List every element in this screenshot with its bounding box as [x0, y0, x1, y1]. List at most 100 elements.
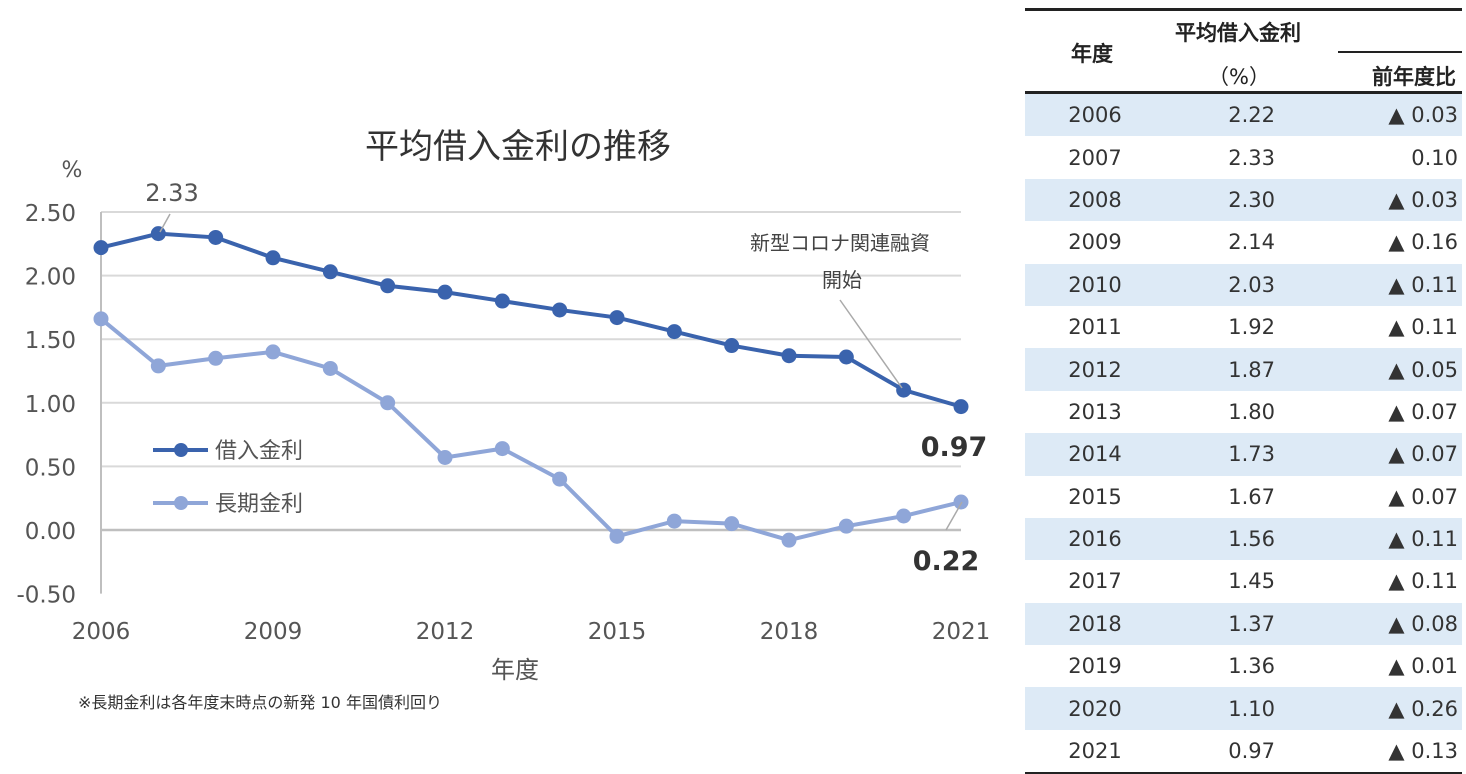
data-point-0-2012: [437, 284, 453, 300]
data-point-0-2008: [208, 229, 224, 245]
cell-year: 2019: [1068, 654, 1122, 679]
cell-year: 2017: [1068, 569, 1122, 594]
data-point-1-2006: [93, 311, 109, 327]
data-point-0-2009: [265, 250, 281, 266]
cell-rate: 1.45: [1228, 569, 1275, 594]
cell-year: 2011: [1068, 315, 1122, 340]
legend-label-long: 長期金利: [215, 492, 303, 517]
cell-rate: 2.14: [1228, 230, 1275, 255]
annotation-covid-leader: [839, 299, 903, 389]
cell-diff: ▲ 0.13: [1388, 739, 1458, 764]
table-row: 2017 1.45 ▲ 0.11: [1025, 560, 1462, 602]
cell-diff: ▲ 0.03: [1388, 187, 1458, 212]
x-tick-label: 2009: [244, 619, 303, 645]
data-point-1-2020: [896, 508, 912, 524]
cell-diff: ▲ 0.07: [1388, 442, 1458, 467]
cell-diff: ▲ 0.26: [1388, 696, 1458, 721]
cell-diff: ▲ 0.07: [1388, 484, 1458, 509]
cell-rate: 0.97: [1228, 739, 1275, 764]
data-point-1-2017: [724, 516, 740, 532]
data-point-1-2010: [322, 360, 338, 376]
x-tick-label: 2012: [416, 619, 475, 645]
cell-year: 2012: [1068, 357, 1122, 382]
table-row: 2015 1.67 ▲ 0.07: [1025, 476, 1462, 518]
cell-rate: 1.56: [1228, 527, 1275, 552]
cell-diff: ▲ 0.08: [1388, 611, 1458, 636]
annotation-peak: 2.33: [145, 179, 198, 207]
data-point-0-2011: [380, 278, 396, 294]
cell-year: 2021: [1068, 739, 1122, 764]
table-row: 2018 1.37 ▲ 0.08: [1025, 602, 1462, 646]
x-tick-label: 2018: [760, 619, 819, 645]
x-tick-label: 2021: [932, 619, 991, 645]
table-bottom-rule: [1025, 772, 1462, 774]
cell-diff: 0.10: [1411, 145, 1458, 170]
data-point-0-2015: [609, 310, 625, 326]
table-row: 2007 2.33 0.10: [1025, 136, 1462, 178]
cell-diff: ▲ 0.11: [1388, 315, 1458, 340]
header-diff: 前年度比: [1372, 65, 1456, 89]
table-row: 2012 1.87 ▲ 0.05: [1025, 348, 1462, 391]
interest-rate-chart: 平均借入金利の推移 % 2.50 2.00 1.50 1.00 0.50 0.00 -0.5…: [16, 127, 991, 712]
data-point-0-2013: [494, 293, 510, 309]
data-point-0-2017: [724, 338, 740, 354]
x-tick-label: 2015: [588, 619, 647, 645]
y-tick-label: 1.50: [25, 328, 76, 354]
header-year: 年度: [1071, 42, 1113, 66]
header-unit: （%）: [1208, 65, 1270, 89]
cell-rate: 1.67: [1228, 484, 1275, 509]
x-tick-label: 2006: [72, 619, 131, 645]
y-tick-label: 2.50: [25, 201, 76, 227]
data-point-0-2016: [666, 324, 682, 340]
cell-year: 2016: [1068, 527, 1122, 552]
data-point-0-2010: [322, 264, 338, 280]
legend-label-borrow: 借入金利: [215, 439, 303, 464]
table-header: 年度 平均借入金利 （%） 前年度比: [1025, 8, 1462, 94]
data-point-0-2020: [896, 382, 912, 398]
data-point-1-2013: [494, 441, 510, 457]
table-row: 2019 1.36 ▲ 0.01: [1025, 645, 1462, 687]
cell-rate: 1.87: [1228, 357, 1275, 382]
table-row: 2013 1.80 ▲ 0.07: [1025, 391, 1462, 433]
annotation-end-long-leader: [945, 501, 963, 531]
data-point-1-2021: [953, 494, 969, 510]
data-point-1-2009: [265, 344, 281, 360]
data-point-1-2012: [437, 449, 453, 465]
header-divider: [1338, 51, 1462, 53]
annotation-end-borrow: 0.97: [921, 432, 988, 463]
cell-rate: 2.30: [1228, 187, 1275, 212]
series-line-0: [100, 231, 962, 409]
cell-year: 2006: [1068, 103, 1122, 128]
table-row: 2020 1.10 ▲ 0.26: [1025, 687, 1462, 730]
cell-rate: 1.37: [1228, 611, 1275, 636]
legend-marker-borrow: [174, 443, 188, 457]
x-axis-label: 年度: [491, 656, 539, 684]
cell-rate: 1.73: [1228, 442, 1275, 467]
y-axis-label: %: [62, 158, 83, 183]
annotation-end-long: 0.22: [913, 546, 980, 577]
chart-title: 平均借入金利の推移: [365, 127, 671, 167]
table-row: 2014 1.73 ▲ 0.07: [1025, 433, 1462, 476]
cell-year: 2015: [1068, 484, 1122, 509]
y-tick-label: 1.00: [25, 392, 76, 418]
table-row: 2016 1.56 ▲ 0.11: [1025, 517, 1462, 561]
cell-rate: 2.22: [1228, 103, 1275, 128]
cell-year: 2013: [1068, 399, 1122, 424]
annotation-peak-leader: [159, 213, 171, 233]
cell-diff: ▲ 0.11: [1388, 527, 1458, 552]
footnote: ※長期金利は各年度末時点の新発 10 年国債利回り: [78, 693, 442, 712]
cell-year: 2020: [1068, 696, 1122, 721]
annotation-covid-2: 開始: [822, 268, 862, 292]
y-tick-label: 2.00: [25, 265, 76, 291]
cell-rate: 2.33: [1228, 145, 1275, 170]
data-point-0-2018: [781, 348, 797, 364]
cell-diff: ▲ 0.03: [1388, 103, 1458, 128]
data-point-1-2011: [380, 395, 396, 411]
cell-year: 2010: [1068, 272, 1122, 297]
cell-rate: 1.36: [1228, 654, 1275, 679]
cell-diff: ▲ 0.11: [1388, 272, 1458, 297]
cell-diff: ▲ 0.05: [1388, 357, 1458, 382]
data-point-0-2019: [838, 349, 854, 365]
data-point-1-2019: [838, 518, 854, 534]
data-point-1-2015: [609, 528, 625, 544]
